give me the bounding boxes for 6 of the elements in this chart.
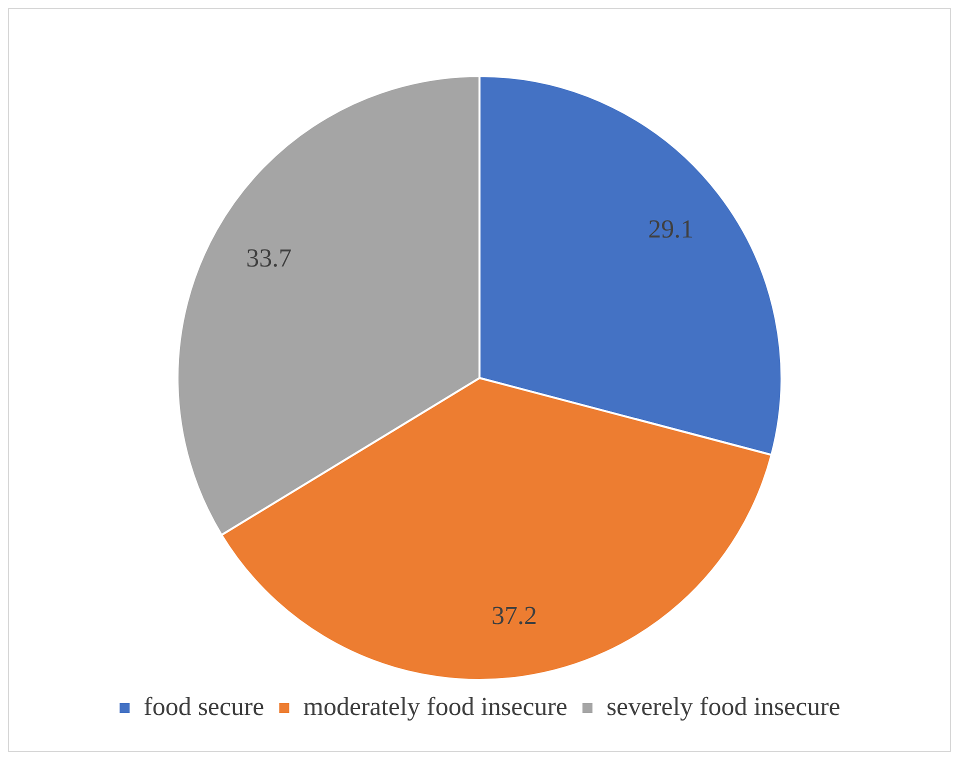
- legend-label: moderately food insecure: [303, 692, 568, 721]
- data-label: 29.1: [648, 214, 694, 244]
- data-label: 37.2: [492, 600, 538, 630]
- legend-label: severely food insecure: [606, 692, 840, 721]
- legend-label: food secure: [144, 692, 264, 721]
- data-label: 33.7: [246, 243, 292, 272]
